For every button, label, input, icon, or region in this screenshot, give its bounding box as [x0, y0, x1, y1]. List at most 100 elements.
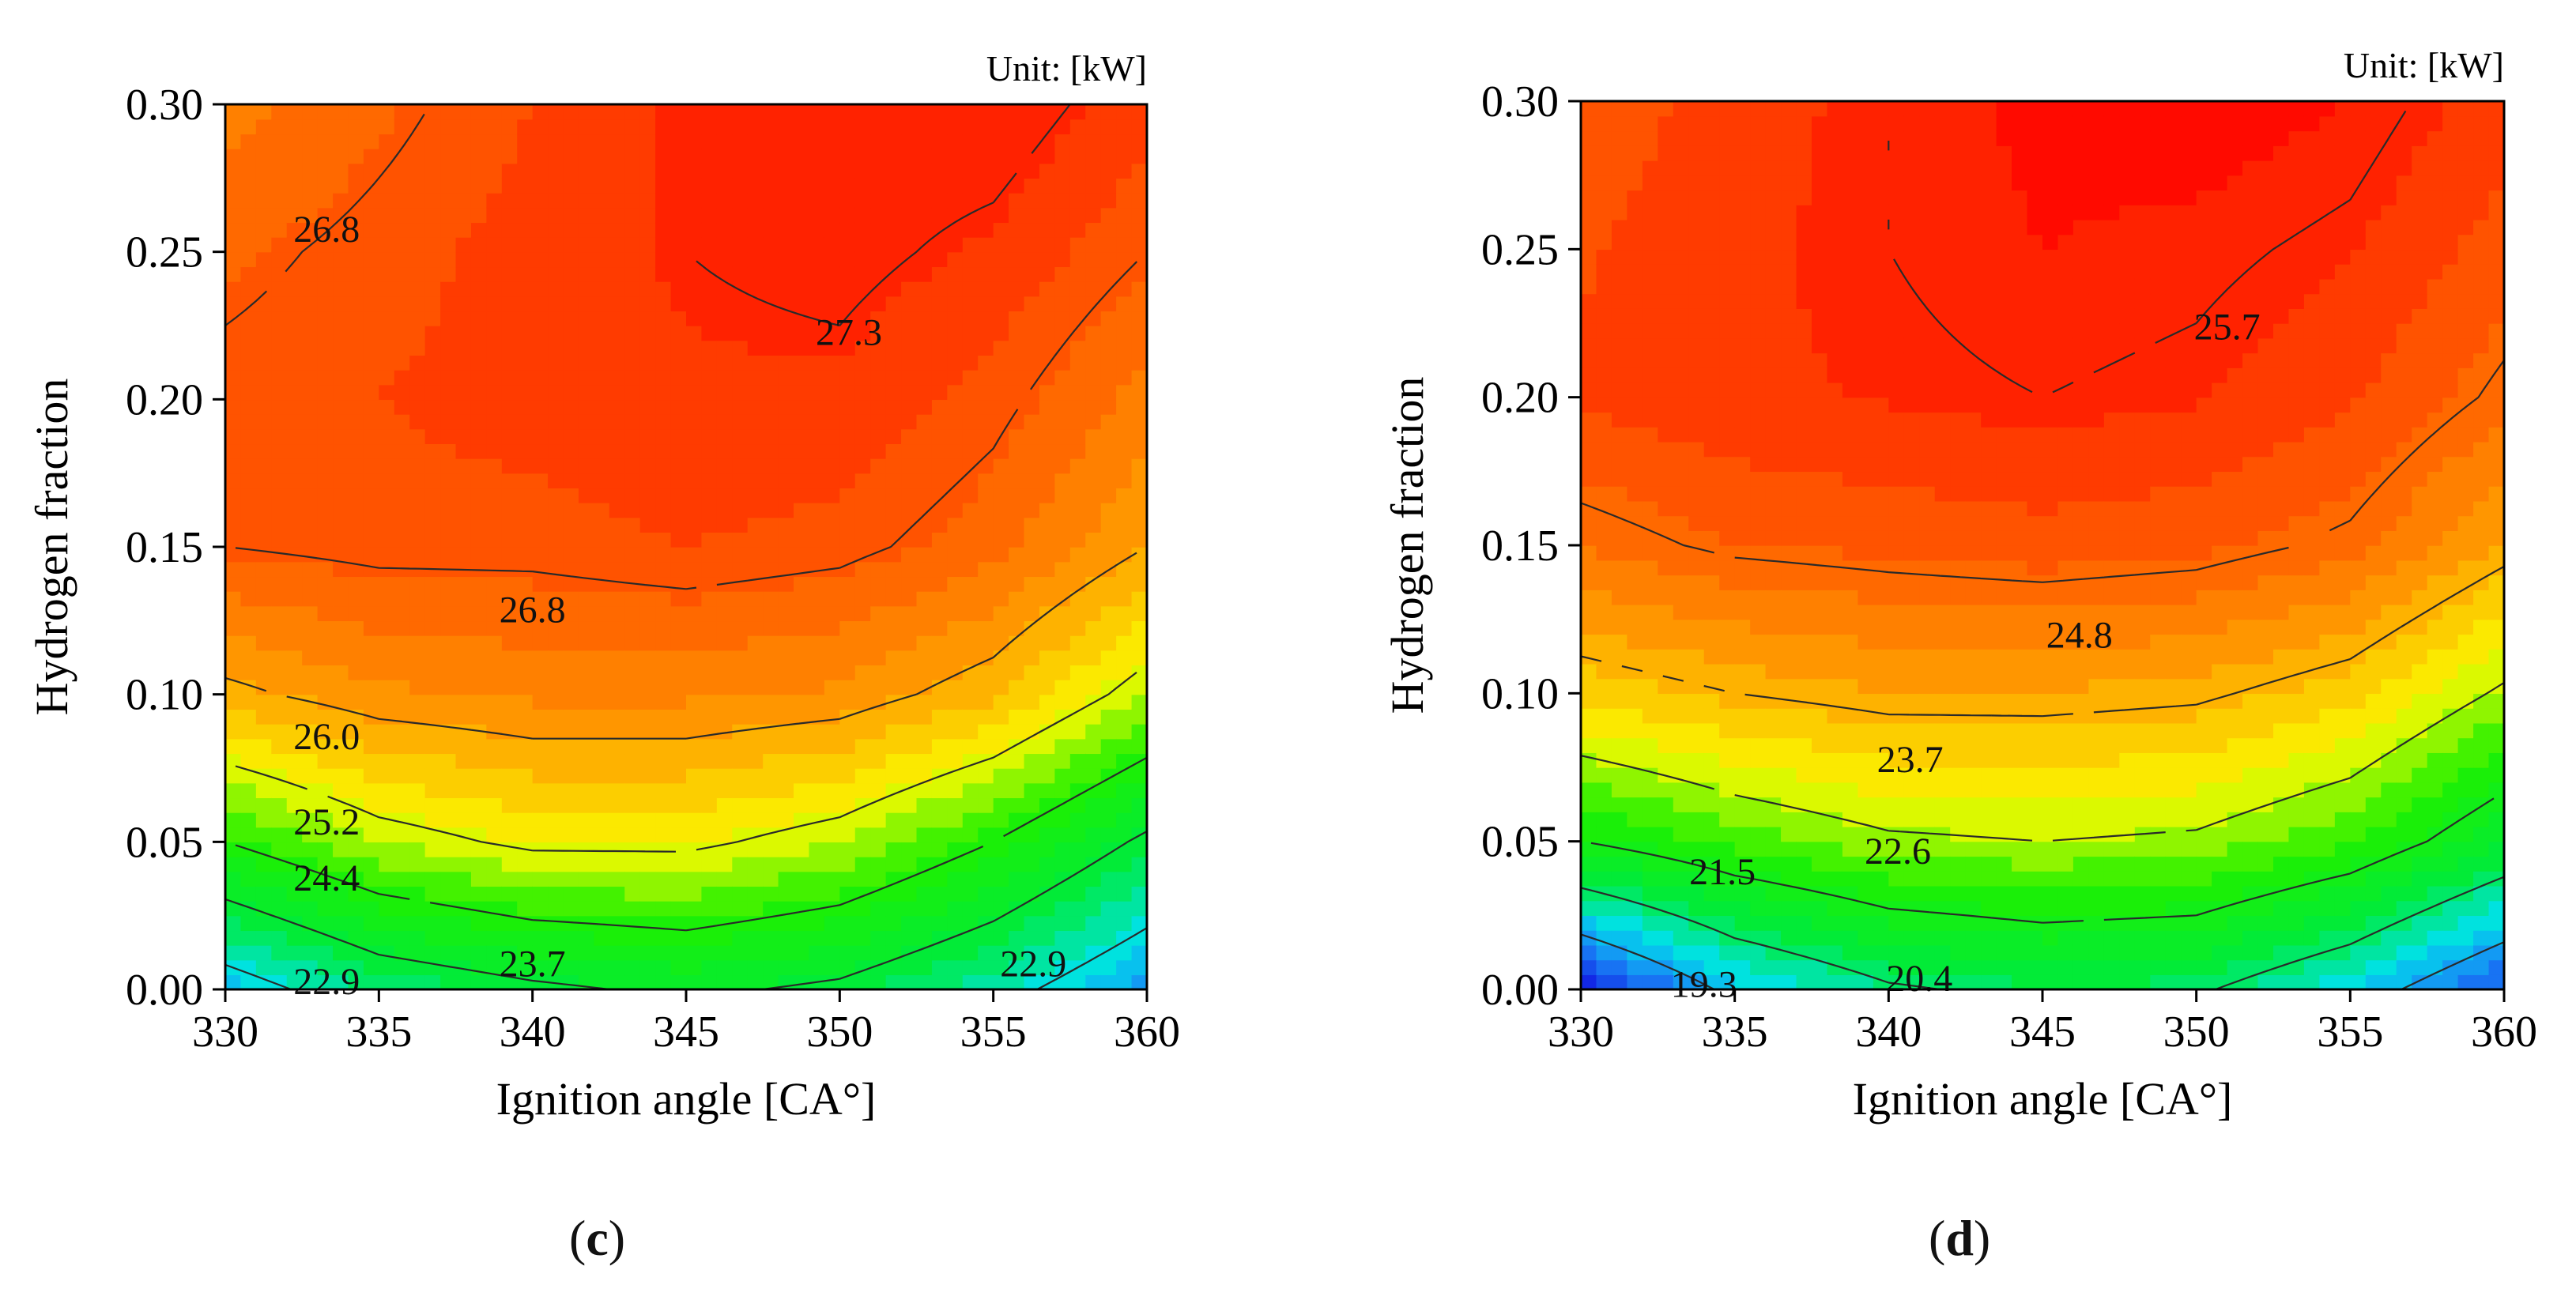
c-cell: [655, 753, 672, 769]
d-cell: [1673, 293, 1689, 309]
d-cell: [1858, 130, 1874, 146]
c-cell: [1009, 193, 1025, 209]
c-cell: [655, 857, 672, 872]
d-cell: [1888, 412, 1905, 428]
c-cell: [225, 355, 242, 371]
c-cell: [455, 680, 472, 695]
d-cell: [1750, 115, 1767, 132]
c-cell: [578, 178, 595, 194]
c-cell: [578, 399, 595, 415]
c-cell: [624, 768, 641, 784]
c-cell: [732, 827, 749, 843]
c-cell: [809, 355, 825, 371]
c-cell: [1039, 650, 1056, 666]
c-cell: [978, 384, 994, 401]
c-cell: [317, 650, 334, 666]
c-cell: [348, 547, 364, 563]
c-cell: [1009, 886, 1025, 902]
c-contour-line: [224, 927, 1148, 991]
c-cell: [839, 134, 856, 149]
c-cell: [931, 665, 949, 680]
c-cell: [1131, 443, 1148, 459]
d-cell: [1703, 471, 1720, 487]
c-cell: [1024, 605, 1040, 622]
c-cell: [1009, 281, 1025, 297]
c-cell: [363, 591, 380, 607]
c-cell: [470, 738, 488, 755]
d-cell: [1673, 427, 1689, 443]
d-cell: [1842, 634, 1859, 650]
c-cell: [271, 871, 288, 887]
c-cell: [594, 399, 610, 415]
c-contour-label: 24.4: [293, 857, 360, 899]
c-cell: [532, 857, 549, 872]
c-cell: [670, 296, 687, 312]
d-cell: [1827, 663, 1843, 680]
d-cell: [1781, 678, 1797, 695]
c-cell: [286, 222, 303, 238]
d-cell: [1719, 856, 1736, 872]
c-cell: [839, 340, 856, 356]
d-cell: [1734, 190, 1751, 205]
c-cell: [716, 768, 733, 784]
c-cell: [624, 680, 641, 695]
c-cell: [901, 149, 918, 164]
d-cell: [1796, 441, 1812, 458]
c-cell: [271, 104, 288, 120]
c-cell: [455, 296, 472, 312]
c-cell: [594, 561, 610, 578]
c-cell: [594, 797, 610, 813]
d-cell: [1796, 900, 1812, 917]
d-cell: [1658, 752, 1674, 768]
c-cell: [701, 620, 718, 636]
d-cell: [1858, 559, 1874, 576]
d-cell: [1750, 915, 1767, 931]
c-cell: [716, 488, 733, 503]
c-cell: [578, 930, 595, 946]
c-cell: [655, 901, 672, 917]
c-cell: [1085, 797, 1102, 813]
c-cell: [532, 370, 549, 386]
c-cell: [747, 311, 764, 326]
c-cell: [931, 782, 949, 799]
c-cell: [993, 473, 1009, 489]
d-cell: [1688, 367, 1705, 383]
c-cell: [1131, 532, 1148, 548]
d-cell: [1596, 115, 1612, 132]
c-cell: [240, 326, 257, 341]
d-cell: [1596, 767, 1612, 783]
c-cell: [701, 901, 718, 917]
c-cell: [609, 915, 625, 932]
c-cell: [870, 222, 887, 238]
c-cell: [670, 709, 687, 725]
d-cell: [1673, 678, 1689, 695]
d-cell: [1627, 427, 1643, 443]
c-cell: [409, 384, 426, 401]
c-cell: [594, 251, 610, 268]
d-cell: [1611, 797, 1628, 812]
d-cell: [1903, 678, 1920, 695]
c-cell: [394, 620, 410, 636]
c-cell: [1116, 517, 1133, 533]
c-cell: [286, 193, 303, 209]
c-cell: [333, 591, 349, 607]
c-cell: [517, 709, 534, 725]
c-cell: [501, 104, 518, 120]
d-cell: [1842, 115, 1859, 132]
c-cell: [470, 680, 488, 695]
c-cell: [978, 812, 994, 828]
c-cell: [1131, 886, 1148, 902]
c-cell: [1116, 428, 1133, 445]
d-cell: [1873, 767, 1890, 783]
c-cell: [778, 517, 794, 533]
d-cell: [1596, 619, 1612, 635]
c-cell: [501, 665, 518, 680]
c-cell: [686, 561, 703, 578]
c-cell: [962, 281, 979, 297]
c-x-tick-label: 355: [960, 1008, 1027, 1057]
c-cell: [916, 871, 933, 887]
d-cell: [1812, 234, 1828, 251]
c-cell: [870, 311, 887, 326]
d-cell: [1673, 782, 1689, 798]
c-cell: [993, 620, 1009, 636]
